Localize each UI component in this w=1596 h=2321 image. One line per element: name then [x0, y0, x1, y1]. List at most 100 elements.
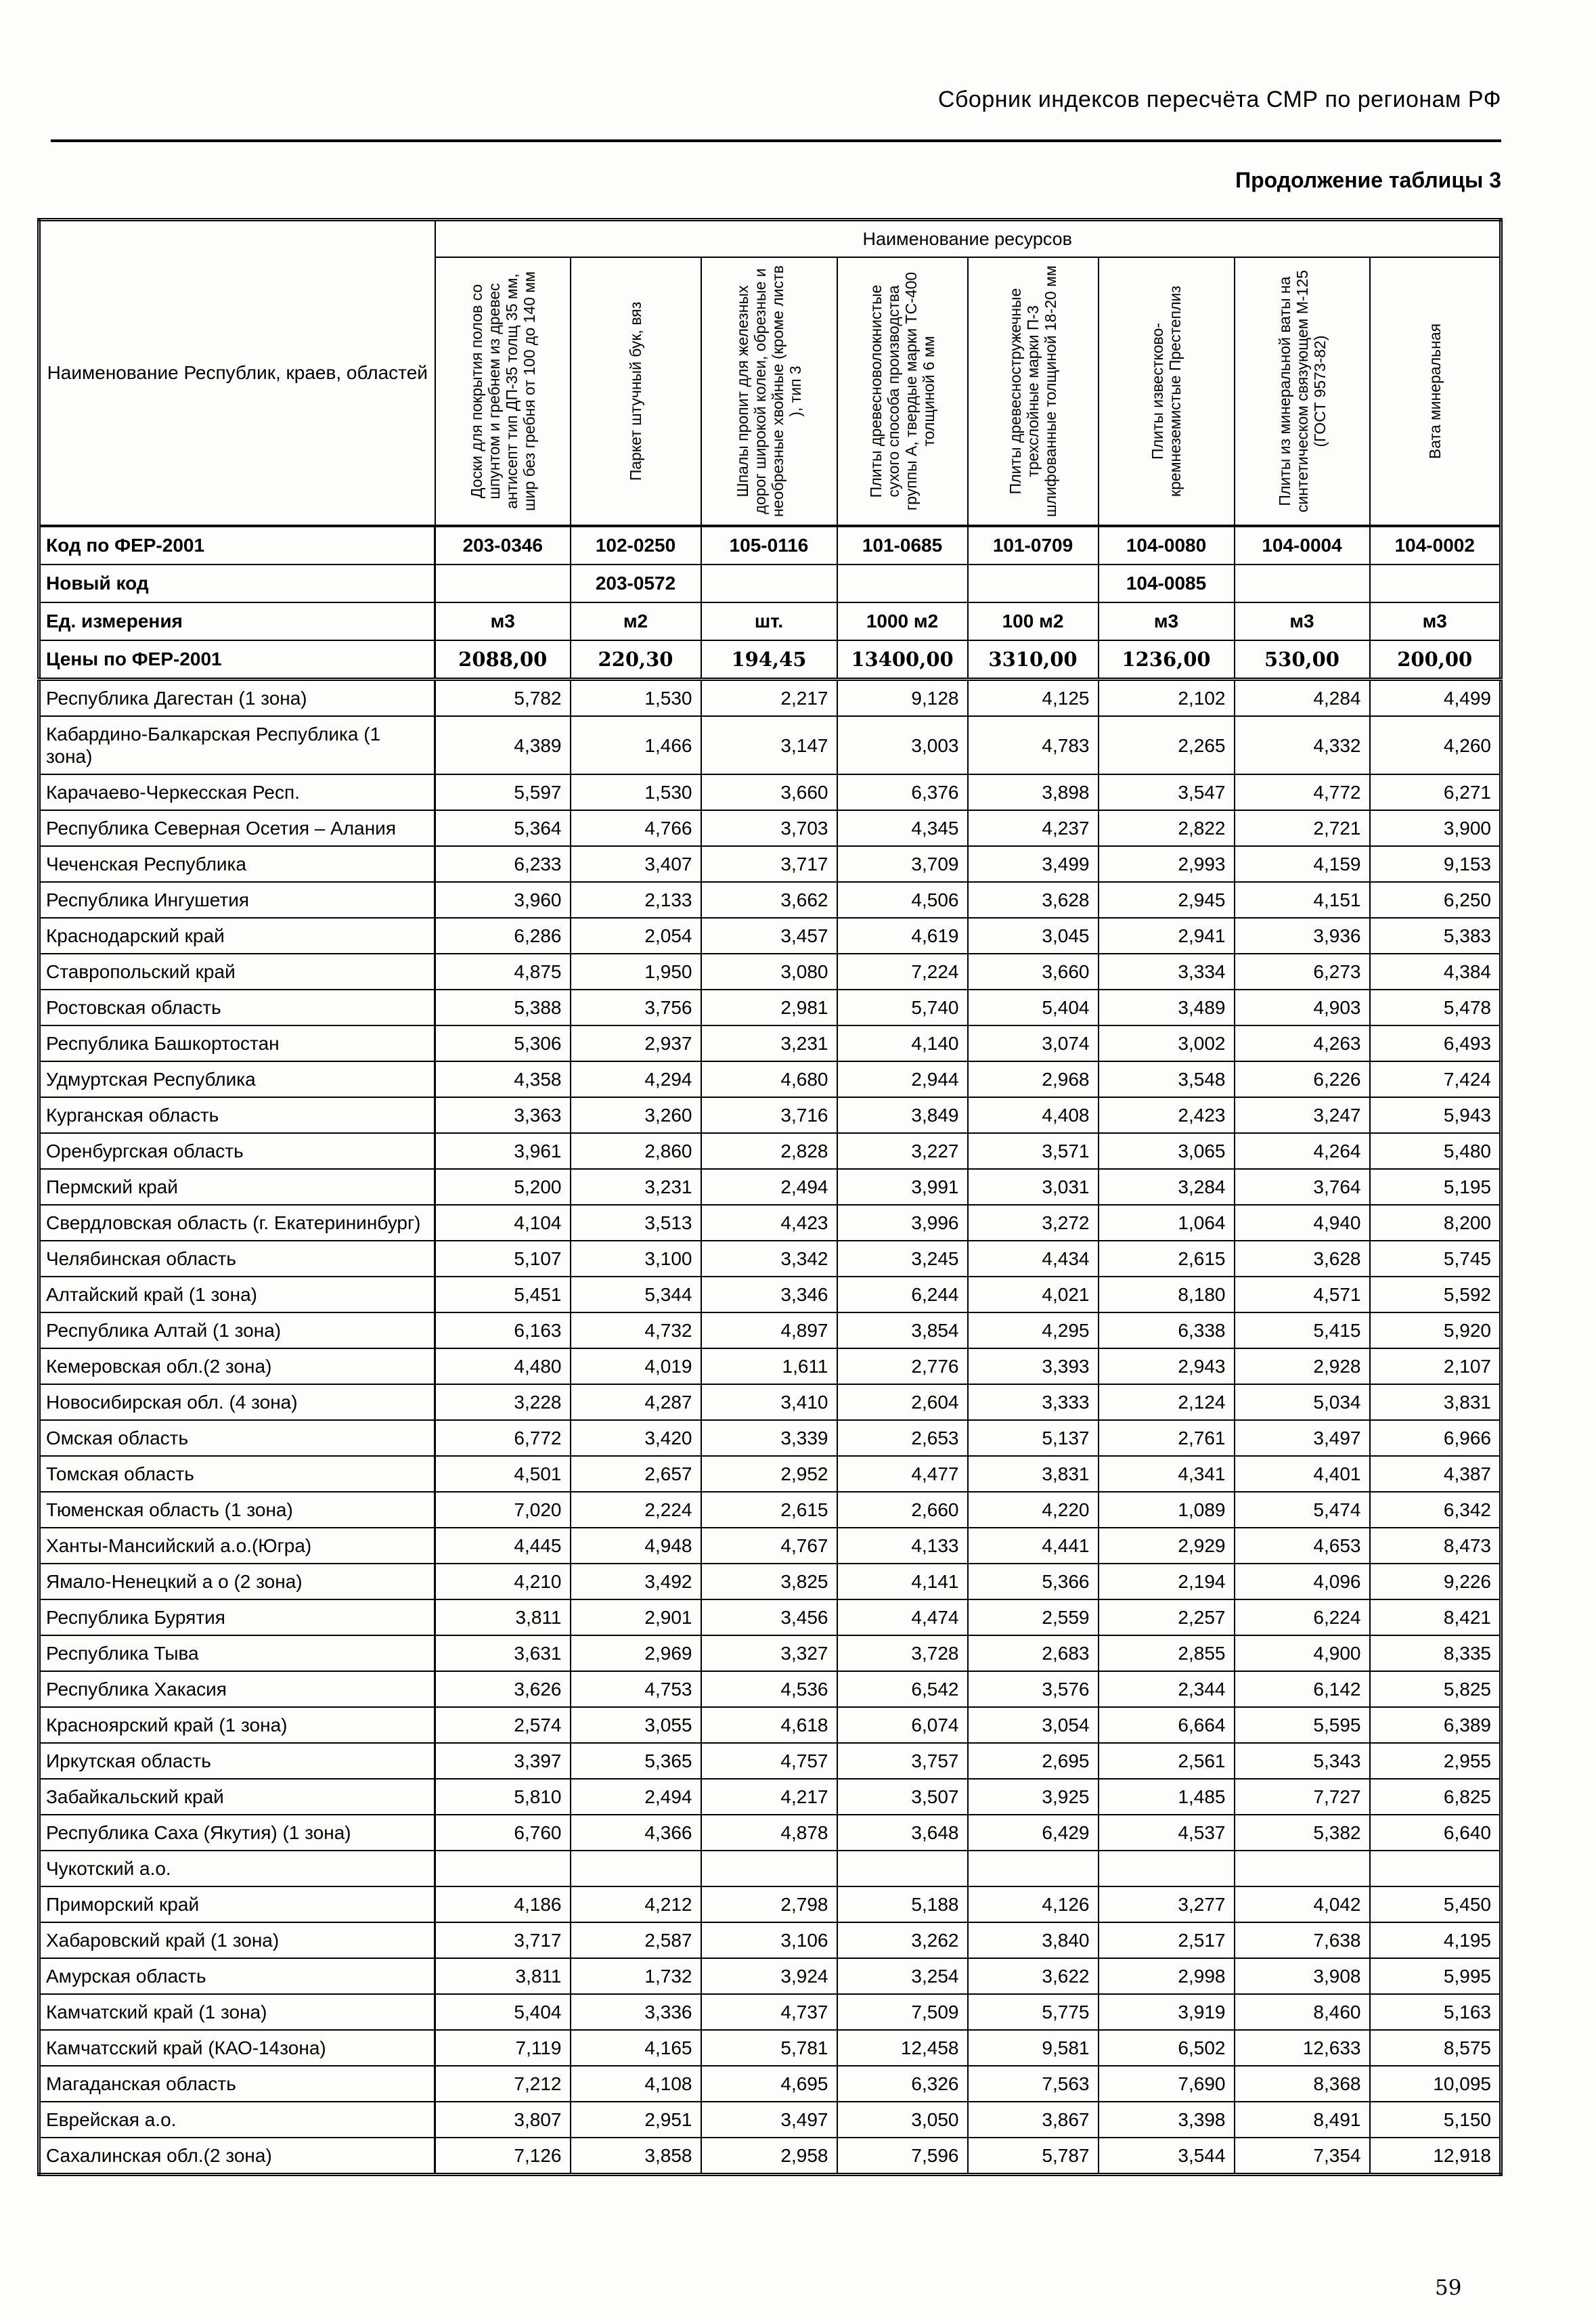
region-cell: Челябинская область [38, 1240, 436, 1277]
value-cell: 5,782 [434, 678, 571, 717]
value-cell: 4,897 [700, 1312, 838, 1349]
region-cell: Республика Ингушетия [38, 881, 436, 919]
value-cell: 2,615 [1097, 1240, 1235, 1277]
value-cell: 2,943 [1097, 1348, 1235, 1385]
table-row: Хабаровский край (1 зона) 3,717 2,587 3,106… [38, 1922, 1502, 1959]
value-cell: 2,929 [1097, 1527, 1235, 1564]
value-cell: 5,150 [1369, 2101, 1502, 2138]
value-cell: 6,772 [434, 1419, 571, 1457]
value-cell [700, 1850, 838, 1887]
value-cell: 3,898 [967, 774, 1099, 811]
value-cell: 2,969 [569, 1635, 702, 1672]
value-cell: 4,767 [700, 1527, 838, 1564]
unit-cell: 100 м2 [967, 602, 1099, 641]
value-cell: 3,489 [1097, 989, 1235, 1026]
value-cell: 2,721 [1233, 810, 1371, 847]
unit-cell: шт. [700, 602, 838, 641]
value-cell: 3,807 [434, 2101, 571, 2138]
value-cell: 1,530 [569, 774, 702, 811]
value-cell: 7,424 [1369, 1061, 1502, 1098]
value-cell: 4,695 [700, 2065, 838, 2102]
table-row: Свердловская область (г. Екатерининбург)… [38, 1204, 1502, 1241]
unit-cell: м3 [1233, 602, 1371, 641]
unit-cell: м3 [1097, 602, 1235, 641]
region-cell: Сахалинская обл.(2 зона) [38, 2137, 436, 2175]
value-cell: 4,680 [700, 1061, 838, 1098]
region-cell: Ханты-Мансийский а.о.(Югра) [38, 1527, 436, 1564]
table-row: Республика Алтай (1 зона) 6,163 4,732 4,897… [38, 1312, 1502, 1349]
new_code-cell: 203-0572 [569, 564, 702, 603]
regions-table: Наименование Республик, краев, областей … [37, 218, 1503, 2176]
value-cell: 8,368 [1233, 2065, 1371, 2102]
value-cell: 9,581 [967, 2029, 1099, 2066]
value-cell: 3,492 [569, 1563, 702, 1600]
table-row: Курганская область 3,363 3,260 3,716 3,849 4,… [38, 1097, 1502, 1134]
value-cell: 3,247 [1233, 1097, 1371, 1134]
table-row: Забайкальский край 5,810 2,494 4,217 3,507 3,… [38, 1778, 1502, 1815]
value-cell: 6,338 [1097, 1312, 1235, 1349]
region-cell: Чеченская Республика [38, 845, 436, 883]
value-cell: 4,210 [434, 1563, 571, 1600]
table-row: Алтайский край (1 зона) 5,451 5,344 3,346 6,… [38, 1276, 1502, 1313]
column-header: Доски для покрытия полов со шпунтом и гр… [434, 257, 571, 527]
value-cell: 7,727 [1233, 1778, 1371, 1815]
value-cell: 6,224 [1233, 1599, 1371, 1636]
value-cell: 5,787 [967, 2137, 1099, 2175]
value-cell: 6,825 [1369, 1778, 1502, 1815]
column-header: Плиты древесностружечные трехслойные мар… [967, 257, 1099, 527]
value-cell: 5,595 [1233, 1706, 1371, 1744]
value-cell: 1,530 [569, 678, 702, 717]
value-cell: 3,622 [967, 1958, 1099, 1995]
value-cell: 4,212 [569, 1886, 702, 1923]
value-cell: 4,140 [836, 1025, 969, 1062]
value-cell: 2,776 [836, 1348, 969, 1385]
value-cell: 2,217 [700, 678, 838, 717]
value-cell: 3,854 [836, 1312, 969, 1349]
value-cell: 2,944 [836, 1061, 969, 1098]
value-cell: 3,811 [434, 1599, 571, 1636]
price-cell: 530,00 [1233, 640, 1371, 681]
value-cell: 3,080 [700, 953, 838, 990]
region-cell: Томская область [38, 1455, 436, 1493]
new_code-cell [1233, 564, 1371, 603]
value-cell: 4,537 [1097, 1814, 1235, 1851]
value-cell: 3,245 [836, 1240, 969, 1277]
value-cell: 3,363 [434, 1097, 571, 1134]
value-cell: 6,271 [1369, 774, 1502, 811]
header-rule [51, 139, 1501, 142]
value-cell: 2,855 [1097, 1635, 1235, 1672]
table-row: Республика Дагестан (1 зона) 5,782 1,530 2,… [38, 678, 1502, 717]
value-cell: 7,212 [434, 2065, 571, 2102]
value-cell: 5,188 [836, 1886, 969, 1923]
value-cell: 7,224 [836, 953, 969, 990]
value-cell: 5,597 [434, 774, 571, 811]
value-cell: 5,415 [1233, 1312, 1371, 1349]
value-cell: 12,458 [836, 2029, 969, 2066]
price-cell: 3310,00 [967, 640, 1099, 681]
region-cell: Кемеровская обл.(2 зона) [38, 1348, 436, 1385]
value-cell: 2,107 [1369, 1348, 1502, 1385]
value-cell: 6,273 [1233, 953, 1371, 990]
table-row: Челябинская область 5,107 3,100 3,342 3,245 4… [38, 1240, 1502, 1277]
price-cell: 13400,00 [836, 640, 969, 681]
value-cell: 2,955 [1369, 1742, 1502, 1780]
value-cell: 2,574 [434, 1706, 571, 1744]
value-cell: 5,995 [1369, 1958, 1502, 1995]
value-cell: 1,485 [1097, 1778, 1235, 1815]
value-cell: 4,332 [1233, 715, 1371, 775]
value-cell [967, 1850, 1099, 1887]
value-cell: 2,998 [1097, 1958, 1235, 1995]
value-cell: 3,262 [836, 1922, 969, 1959]
value-cell: 5,382 [1233, 1814, 1371, 1851]
table-row: Ханты-Мансийский а.о.(Югра) 4,445 4,948 4,7… [38, 1527, 1502, 1564]
region-cell: Камчатский край (1 зона) [38, 1993, 436, 2031]
value-cell: 4,423 [700, 1204, 838, 1241]
value-cell: 8,180 [1097, 1276, 1235, 1313]
value-cell: 6,376 [836, 774, 969, 811]
value-cell: 3,420 [569, 1419, 702, 1457]
code-cell: 104-0004 [1233, 525, 1371, 565]
code-row: Код по ФЕР-2001 203-0346 102-0250 105-0116 1… [38, 525, 1502, 565]
value-cell: 6,502 [1097, 2029, 1235, 2066]
price-cell: 2088,00 [434, 640, 571, 681]
value-cell: 12,633 [1233, 2029, 1371, 2066]
